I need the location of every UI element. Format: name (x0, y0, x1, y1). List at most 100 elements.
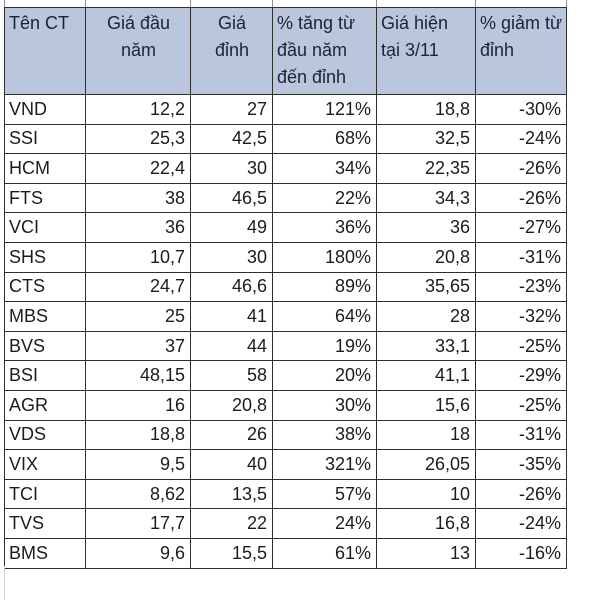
cell-peak[interactable]: 30 (190, 241, 273, 273)
cell-peak[interactable]: 26 (190, 419, 273, 451)
cell-peak[interactable]: 20,8 (190, 389, 273, 421)
cell-gain[interactable]: 321% (272, 449, 377, 480)
cell-drop[interactable]: -24% (475, 123, 567, 155)
cell-peak[interactable]: 22 (190, 508, 273, 539)
cell-gain[interactable]: 30% (272, 389, 377, 421)
cell-current[interactable]: 26,05 (376, 449, 476, 480)
cell-peak[interactable]: 44 (190, 330, 273, 362)
cell-gain[interactable]: 89% (272, 271, 377, 303)
cell-start[interactable]: 17,7 (85, 508, 191, 539)
cell-peak[interactable]: 46,5 (190, 182, 273, 214)
cell-start[interactable]: 38 (85, 182, 191, 214)
cell-start[interactable]: 24,7 (85, 271, 191, 303)
cell-ticker[interactable]: BSI (4, 360, 86, 391)
cell-start[interactable]: 9,6 (85, 537, 191, 569)
cell-ticker[interactable]: VND (4, 94, 86, 125)
cell-current[interactable]: 34,3 (376, 182, 476, 214)
cell-current[interactable]: 33,1 (376, 330, 476, 362)
cell-ticker[interactable]: VIX (4, 449, 86, 480)
cell-gain[interactable]: 61% (272, 537, 377, 569)
header-ten-ct[interactable]: Tên CT (4, 7, 86, 95)
cell-peak[interactable]: 41 (190, 301, 273, 332)
cell-peak[interactable]: 15,5 (190, 537, 273, 569)
cell-drop[interactable]: -26% (475, 478, 567, 510)
cell-start[interactable]: 37 (85, 330, 191, 362)
cell-start[interactable]: 22,4 (85, 153, 191, 184)
cell-current[interactable]: 22,35 (376, 153, 476, 184)
cell-start[interactable]: 16 (85, 389, 191, 421)
header-pct-giam[interactable]: % giảm từ đỉnh (475, 7, 567, 95)
cell-start[interactable]: 12,2 (85, 94, 191, 125)
cell-start[interactable]: 36 (85, 212, 191, 243)
cell-gain[interactable]: 180% (272, 241, 377, 273)
cell-drop[interactable]: -29% (475, 360, 567, 391)
cell-ticker[interactable]: SSI (4, 123, 86, 155)
cell-start[interactable]: 25,3 (85, 123, 191, 155)
header-gia-dinh[interactable]: Giá đỉnh (190, 7, 273, 95)
cell-peak[interactable]: 49 (190, 212, 273, 243)
cell-drop[interactable]: -25% (475, 330, 567, 362)
cell-gain[interactable]: 19% (272, 330, 377, 362)
cell-current[interactable]: 36 (376, 212, 476, 243)
cell-start[interactable]: 8,62 (85, 478, 191, 510)
cell-peak[interactable]: 40 (190, 449, 273, 480)
cell-peak[interactable]: 46,6 (190, 271, 273, 303)
cell-current[interactable]: 15,6 (376, 389, 476, 421)
cell-ticker[interactable]: AGR (4, 389, 86, 421)
cell-current[interactable]: 20,8 (376, 241, 476, 273)
cell-gain[interactable]: 22% (272, 182, 377, 214)
header-gia-hien-tai[interactable]: Giá hiện tại 3/11 (376, 7, 476, 95)
cell-current[interactable]: 18,8 (376, 94, 476, 125)
cell-current[interactable]: 10 (376, 478, 476, 510)
cell-ticker[interactable]: CTS (4, 271, 86, 303)
cell-gain[interactable]: 20% (272, 360, 377, 391)
cell-drop[interactable]: -31% (475, 419, 567, 451)
cell-start[interactable]: 18,8 (85, 419, 191, 451)
cell-current[interactable]: 13 (376, 537, 476, 569)
cell-ticker[interactable]: VDS (4, 419, 86, 451)
cell-start[interactable]: 9,5 (85, 449, 191, 480)
cell-drop[interactable]: -27% (475, 212, 567, 243)
cell-drop[interactable]: -26% (475, 182, 567, 214)
cell-peak[interactable]: 13,5 (190, 478, 273, 510)
cell-current[interactable]: 35,65 (376, 271, 476, 303)
cell-ticker[interactable]: BMS (4, 537, 86, 569)
cell-ticker[interactable]: MBS (4, 301, 86, 332)
cell-drop[interactable]: -32% (475, 301, 567, 332)
cell-ticker[interactable]: TCI (4, 478, 86, 510)
cell-gain[interactable]: 68% (272, 123, 377, 155)
cell-peak[interactable]: 42,5 (190, 123, 273, 155)
cell-ticker[interactable]: BVS (4, 330, 86, 362)
cell-peak[interactable]: 58 (190, 360, 273, 391)
cell-drop[interactable]: -31% (475, 241, 567, 273)
cell-current[interactable]: 18 (376, 419, 476, 451)
cell-current[interactable]: 28 (376, 301, 476, 332)
cell-drop[interactable]: -30% (475, 94, 567, 125)
cell-drop[interactable]: -35% (475, 449, 567, 480)
cell-gain[interactable]: 36% (272, 212, 377, 243)
cell-gain[interactable]: 121% (272, 94, 377, 125)
cell-gain[interactable]: 38% (272, 419, 377, 451)
cell-current[interactable]: 32,5 (376, 123, 476, 155)
cell-gain[interactable]: 24% (272, 508, 377, 539)
cell-peak[interactable]: 30 (190, 153, 273, 184)
cell-ticker[interactable]: FTS (4, 182, 86, 214)
cell-start[interactable]: 48,15 (85, 360, 191, 391)
header-gia-dau-nam[interactable]: Giá đầu năm (85, 7, 191, 95)
cell-ticker[interactable]: HCM (4, 153, 86, 184)
cell-start[interactable]: 25 (85, 301, 191, 332)
cell-peak[interactable]: 27 (190, 94, 273, 125)
cell-current[interactable]: 16,8 (376, 508, 476, 539)
cell-ticker[interactable]: TVS (4, 508, 86, 539)
header-pct-tang[interactable]: % tăng từ đầu năm đến đỉnh (272, 7, 377, 95)
cell-drop[interactable]: -26% (475, 153, 567, 184)
cell-drop[interactable]: -25% (475, 389, 567, 421)
cell-ticker[interactable]: VCI (4, 212, 86, 243)
cell-gain[interactable]: 34% (272, 153, 377, 184)
cell-gain[interactable]: 64% (272, 301, 377, 332)
cell-drop[interactable]: -16% (475, 537, 567, 569)
cell-start[interactable]: 10,7 (85, 241, 191, 273)
cell-gain[interactable]: 57% (272, 478, 377, 510)
cell-drop[interactable]: -24% (475, 508, 567, 539)
cell-ticker[interactable]: SHS (4, 241, 86, 273)
